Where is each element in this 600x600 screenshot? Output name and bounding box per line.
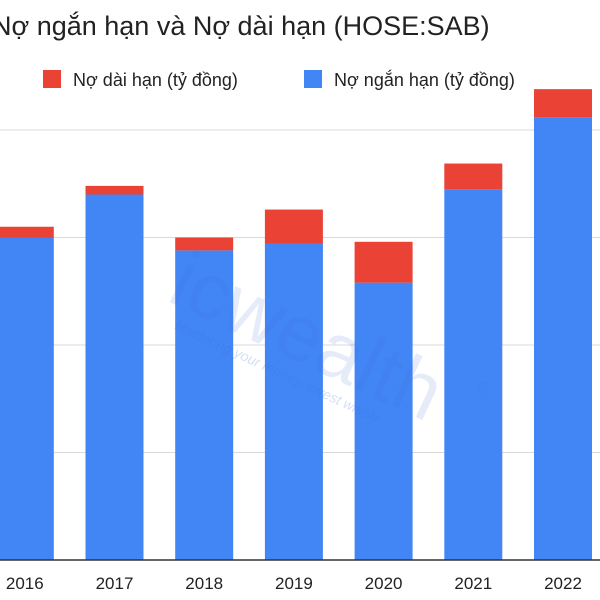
x-tick-label-2020: 2020 (365, 574, 403, 593)
bar-2020-series-0 (354, 282, 413, 560)
x-tick-label-2016: 2016 (6, 574, 44, 593)
x-tick-label-2018: 2018 (185, 574, 223, 593)
legend-swatch-1 (43, 70, 61, 88)
chart-bars (0, 89, 592, 560)
bar-2019-series-0 (264, 243, 323, 560)
chart-title: Nợ ngắn hạn và Nợ dài hạn (HOSE:SAB) (0, 10, 490, 41)
bar-2017-series-1 (85, 185, 144, 195)
bar-2020-series-1 (354, 241, 413, 283)
bar-2021-series-0 (444, 189, 503, 560)
bar-2017-series-0 (85, 194, 144, 560)
x-tick-label-2021: 2021 (454, 574, 492, 593)
bar-2018-series-1 (175, 237, 234, 251)
x-tick-label-2022: 2022 (544, 574, 582, 593)
legend-swatch-0 (304, 70, 322, 88)
x-axis-tick-labels: 2016 2017 2018 2019 2020 2021 2022 (6, 574, 582, 593)
x-tick-label-2019: 2019 (275, 574, 313, 593)
bar-2022-series-1 (534, 89, 592, 118)
chart-legend: Nợ dài hạn (tỷ đồng) Nợ ngắn hạn (tỷ đồng… (43, 69, 515, 90)
bar-2019-series-1 (264, 209, 323, 244)
bar-2016-series-0 (0, 237, 54, 560)
bar-2018-series-0 (175, 250, 234, 560)
x-tick-label-2017: 2017 (96, 574, 134, 593)
legend-label-0: Nợ ngắn hạn (tỷ đồng) (334, 69, 515, 90)
legend-label-1: Nợ dài hạn (tỷ đồng) (73, 70, 238, 90)
bar-2022-series-0 (534, 117, 592, 560)
bar-2021-series-1 (444, 163, 503, 190)
bar-2016-series-1 (0, 226, 54, 238)
